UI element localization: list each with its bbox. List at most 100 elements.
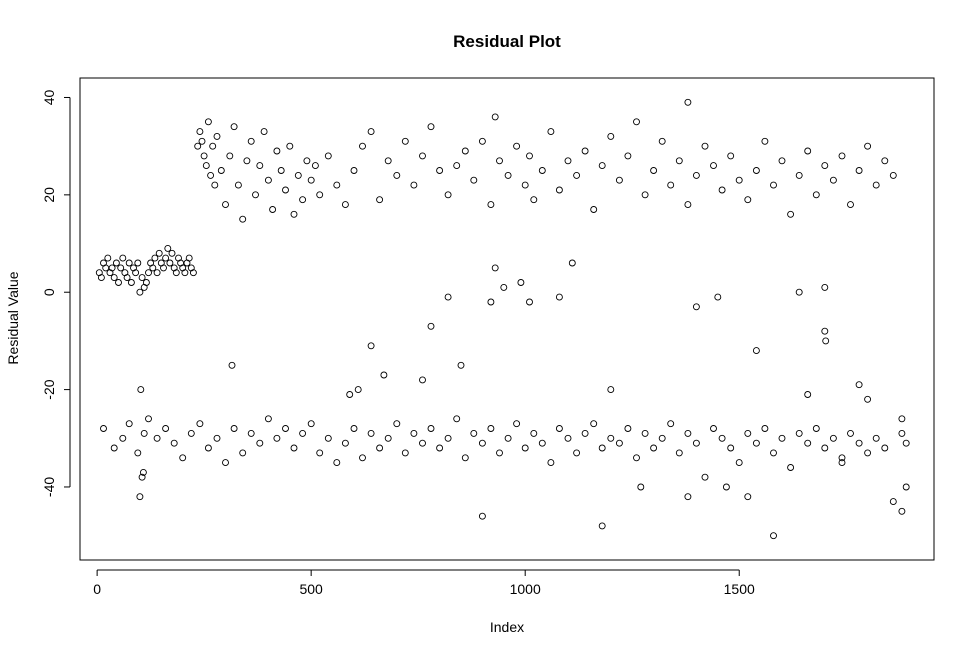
scatter-point: [624, 152, 632, 160]
scatter-point: [104, 254, 112, 262]
scatter-point: [675, 157, 683, 165]
scatter-point: [213, 434, 221, 442]
scatter-point: [478, 439, 486, 447]
scatter-point: [333, 459, 341, 467]
scatter-point: [504, 171, 512, 179]
scatter-point: [727, 444, 735, 452]
scatter-point: [838, 459, 846, 467]
scatter-point: [333, 181, 341, 189]
scatter-point: [350, 425, 358, 432]
scatter-point: [675, 449, 683, 457]
scatter-point: [307, 176, 315, 184]
scatter-point: [427, 322, 435, 330]
scatter-point: [658, 137, 666, 145]
scatter-point: [393, 171, 401, 179]
scatter-point: [641, 191, 649, 199]
scatter-point: [491, 113, 499, 121]
scatter-point: [311, 162, 319, 170]
scatter-point: [581, 429, 589, 437]
scatter-point: [564, 434, 572, 442]
scatter-point: [478, 512, 486, 520]
scatter-point: [607, 132, 615, 140]
scatter-point: [125, 420, 133, 428]
scatter-point: [151, 254, 159, 262]
scatter-point: [752, 347, 760, 355]
scatter-point: [513, 420, 521, 428]
scatter-point: [427, 425, 435, 432]
scatter-point: [855, 439, 863, 447]
scatter-point: [598, 444, 606, 452]
scatter-point: [855, 167, 863, 174]
scatter-point: [752, 439, 760, 447]
scatter-point: [457, 361, 465, 369]
scatter-point: [341, 439, 349, 447]
scatter-point: [181, 269, 189, 277]
scatter-point: [564, 157, 572, 165]
scatter-point: [470, 429, 478, 437]
scatter-point: [226, 152, 234, 160]
scatter-point: [273, 147, 281, 155]
scatter-point: [487, 298, 495, 306]
scatter-point: [196, 128, 204, 136]
scatter-point: [145, 269, 152, 277]
scatter-point: [821, 162, 829, 170]
scatter-point: [444, 434, 452, 442]
scatter-point: [812, 191, 820, 199]
scatter-point: [735, 459, 743, 467]
scatter-point: [898, 429, 906, 437]
scatter-point: [162, 254, 170, 262]
scatter-point: [701, 473, 709, 481]
scatter-point: [209, 142, 217, 150]
scatter-point: [324, 152, 332, 160]
scatter-point: [149, 264, 157, 272]
scatter-point: [286, 142, 294, 150]
scatter-point: [316, 449, 324, 457]
scatter-point: [252, 191, 259, 199]
scatter-point: [521, 181, 529, 189]
scatter-point: [710, 162, 717, 170]
scatter-point: [478, 137, 486, 145]
scatter-point: [166, 259, 174, 267]
scatter-point: [633, 118, 640, 126]
scatter-point: [744, 493, 752, 501]
scatter-point: [461, 147, 469, 155]
scatter-point: [718, 434, 726, 442]
scatter-point: [359, 142, 366, 150]
scatter-point: [650, 444, 658, 452]
scatter-point: [804, 439, 812, 447]
scatter-point: [230, 425, 238, 432]
scatter-point: [838, 454, 846, 462]
scatter-point: [168, 249, 176, 257]
scatter-point: [164, 244, 172, 252]
x-axis: 0 500 1000 1500: [93, 569, 755, 597]
y-tick-label: 20: [41, 187, 57, 203]
scatter-point: [526, 298, 533, 306]
scatter-point: [667, 420, 675, 428]
scatter-point: [155, 249, 163, 257]
scatter-point: [538, 167, 546, 174]
scatter-point: [247, 429, 255, 437]
scatter-point: [607, 386, 615, 394]
scatter-point: [196, 420, 204, 428]
scatter-point: [881, 157, 889, 165]
scatter-point: [795, 429, 803, 437]
scatter-point: [217, 167, 225, 174]
scatter-point: [132, 269, 140, 277]
scatter-point: [436, 167, 444, 174]
scatter-point: [185, 254, 193, 262]
scatter-point: [735, 176, 743, 184]
scatter-point: [902, 439, 910, 447]
scatter-point: [282, 425, 289, 432]
scatter-point: [277, 167, 285, 174]
scatter-point: [123, 274, 131, 282]
y-tick-label: -40: [41, 477, 57, 497]
scatter-point: [787, 464, 795, 471]
scatter-point: [804, 391, 812, 398]
y-tick-label: 0: [41, 288, 57, 296]
scatter-point: [187, 429, 195, 437]
scatter-point: [243, 157, 251, 165]
scatter-point: [568, 259, 576, 267]
scatter-point: [247, 137, 255, 145]
scatter-point: [436, 444, 444, 452]
